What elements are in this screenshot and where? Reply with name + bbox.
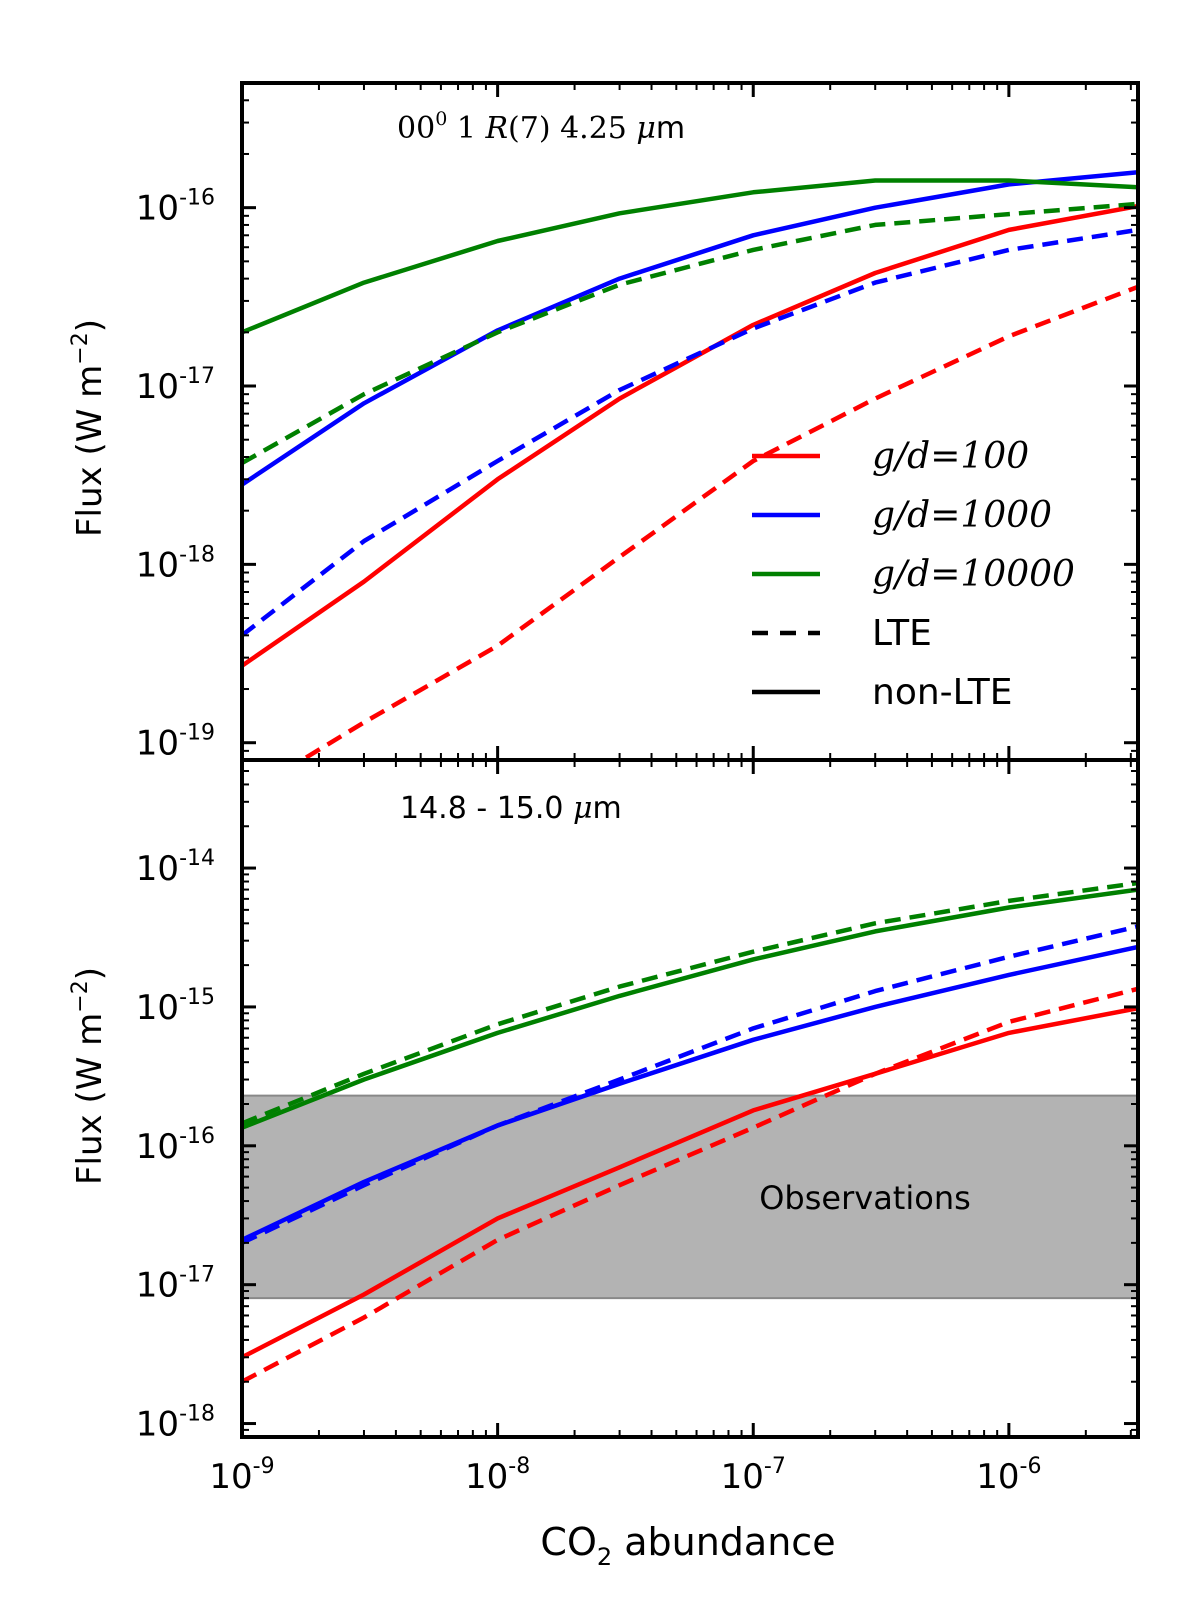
x-tick-labels: 10-9 10-8 10-7 10-6 bbox=[209, 1454, 1041, 1497]
bottom-series-blue-lte bbox=[242, 924, 1138, 1245]
top-y-tick-label: 10-19 bbox=[136, 721, 215, 764]
top-y-tick-label: 10-17 bbox=[136, 364, 215, 407]
bottom-plot-content bbox=[242, 880, 1138, 1384]
bottom-y-tick-label: 10-14 bbox=[136, 846, 215, 889]
x-axis-label: CO2 abundance bbox=[540, 1520, 835, 1571]
bottom-y-tick-label: 10-18 bbox=[136, 1402, 215, 1445]
bottom-series-red-nonlte bbox=[242, 1005, 1138, 1360]
top-annotation: 000 1 R(7) 4.25 μm bbox=[397, 108, 685, 146]
legend: g/d=100 g/d=1000 g/d=10000 LTE non-LTE bbox=[752, 436, 1075, 713]
bottom-series-blue-nonlte bbox=[242, 944, 1138, 1242]
x-tick-label: 10-8 bbox=[465, 1454, 530, 1497]
legend-label: LTE bbox=[872, 613, 932, 654]
top-y-tick-label: 10-18 bbox=[136, 542, 215, 585]
bottom-panel: Observations 10-14 10-15 10-16 10-17 10-18 1… bbox=[68, 758, 1140, 1445]
legend-label: g/d=10000 bbox=[872, 554, 1075, 595]
bottom-series-green-lte bbox=[242, 880, 1138, 1126]
bottom-y-axis-label: Flux (W m−2) bbox=[68, 967, 110, 1185]
legend-label: g/d=1000 bbox=[872, 495, 1052, 536]
bottom-series-red-lte bbox=[242, 986, 1138, 1384]
top-series-green-nonlte bbox=[242, 178, 1138, 335]
bottom-y-tick-label: 10-17 bbox=[136, 1263, 215, 1306]
top-series-red-nonlte bbox=[242, 203, 1138, 668]
x-tick-label: 10-6 bbox=[976, 1454, 1041, 1497]
bottom-y-tick-label: 10-16 bbox=[136, 1124, 215, 1167]
bottom-y-tick-label: 10-15 bbox=[136, 985, 215, 1028]
top-series-green-lte bbox=[242, 201, 1138, 465]
legend-label: non-LTE bbox=[872, 672, 1012, 713]
top-plot-area bbox=[242, 169, 1138, 760]
legend-label: g/d=100 bbox=[872, 436, 1029, 477]
top-axes-frame: 10-16 10-17 10-18 10-19 bbox=[136, 81, 1140, 764]
bottom-plot-area: Observations bbox=[242, 880, 1138, 1384]
x-tick-label: 10-7 bbox=[721, 1454, 786, 1497]
observations-band bbox=[242, 1095, 1138, 1299]
top-series-blue-nonlte bbox=[242, 169, 1138, 487]
observations-label: Observations bbox=[759, 1179, 971, 1217]
top-plot-content bbox=[242, 169, 1138, 760]
x-tick-label: 10-9 bbox=[209, 1454, 274, 1497]
bottom-frame-border bbox=[240, 758, 1140, 1439]
top-series-blue-lte bbox=[242, 227, 1138, 638]
bottom-series-green-nonlte bbox=[242, 887, 1138, 1130]
top-y-tick-label: 10-16 bbox=[136, 186, 215, 229]
bottom-axes-frame: 10-14 10-15 10-16 10-17 10-18 bbox=[136, 758, 1140, 1445]
bottom-annotation: 14.8 - 15.0 μm bbox=[400, 791, 622, 826]
top-series-red-lte bbox=[297, 284, 1138, 760]
top-y-axis-label: Flux (W m−2) bbox=[68, 319, 110, 537]
